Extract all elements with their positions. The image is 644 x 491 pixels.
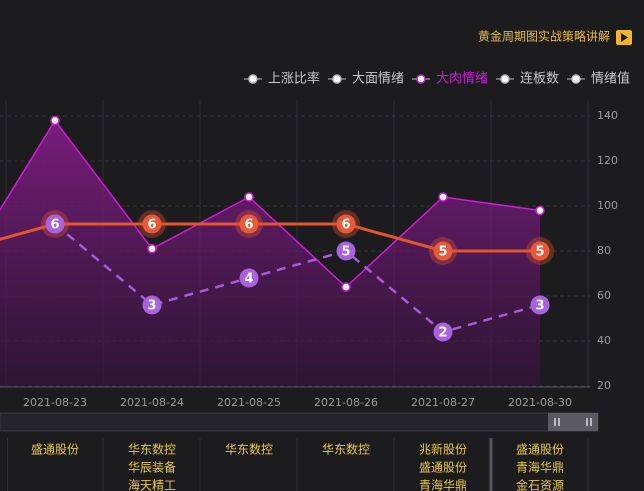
point <box>336 241 356 261</box>
x-tick-label: 2021-08-24 <box>120 396 184 409</box>
data-label: 5 <box>535 245 544 260</box>
data-label: 6 <box>341 218 350 233</box>
area <box>0 120 540 386</box>
play-icon <box>621 33 628 42</box>
data-label: 3 <box>147 299 156 314</box>
point <box>336 214 356 234</box>
legend-label[interactable]: 大肉情绪 <box>436 72 488 87</box>
data-label: 5 <box>341 245 350 260</box>
data-label: 6 <box>50 218 59 233</box>
stock-name: 华东数控 <box>225 442 273 457</box>
point <box>45 214 65 234</box>
legend-icon <box>248 74 258 84</box>
stock-name: 华东数控 <box>128 442 176 457</box>
point <box>438 192 448 202</box>
y-tick-label: 20 <box>597 379 611 392</box>
x-tick-label: 2021-08-26 <box>314 396 378 409</box>
plot: 5666655634523 <box>0 115 554 386</box>
stock-name: 兆新股份 <box>419 442 467 457</box>
point <box>142 295 162 315</box>
stock-name: 华东数控 <box>322 442 370 457</box>
legend-label[interactable]: 情绪值 <box>591 71 630 87</box>
point <box>244 192 254 202</box>
x-tick-label: 2021-08-23 <box>23 396 87 409</box>
y-tick-label: 100 <box>597 199 618 212</box>
y-tick-label: 140 <box>597 109 618 122</box>
stock-name: 盛通股份 <box>516 442 564 457</box>
line <box>54 223 541 334</box>
scroll-handle[interactable] <box>548 413 598 431</box>
point <box>535 205 545 216</box>
legend-label[interactable]: 大面情绪 <box>352 72 404 87</box>
point <box>433 322 453 342</box>
legend-icon <box>500 74 510 84</box>
point <box>530 295 550 315</box>
stock-name: 华辰装备 <box>128 461 176 475</box>
title[interactable]: 黄金周期图实战策略讲解 <box>478 29 610 44</box>
y-tick-label: 120 <box>597 154 618 167</box>
axes: 20 40 60 80 100 120 140 2021-08-23 2021-08-24 202… <box>0 109 618 409</box>
x-tick-label: 2021-08-25 <box>217 396 281 409</box>
data-label: 2 <box>438 326 447 341</box>
scroll-bar[interactable] <box>0 412 599 432</box>
y-tick-label: 60 <box>597 289 611 302</box>
x-tick-label: 2021-08-27 <box>411 396 475 409</box>
data-label: 4 <box>244 272 253 287</box>
point <box>433 241 453 261</box>
y-tick-label: 80 <box>597 244 611 257</box>
stock-name: 青海华鼎 <box>516 460 564 475</box>
point <box>239 268 259 288</box>
stock-name: 青海华鼎 <box>419 478 467 491</box>
legend-icon <box>571 74 581 84</box>
stock-name: 金石资源 <box>516 478 564 491</box>
data-label: 5 <box>438 245 447 260</box>
handle-grip <box>554 418 592 426</box>
point <box>530 241 550 261</box>
legend-label[interactable]: 上涨比率 <box>268 71 320 87</box>
stock-name: 盛通股份 <box>419 460 467 475</box>
point <box>147 244 157 254</box>
legend-icon <box>416 74 426 84</box>
stock-name: 盛通股份 <box>31 442 79 457</box>
point <box>142 214 162 234</box>
data-label: 6 <box>147 218 156 233</box>
x-tick-label: 2021-08-30 <box>508 396 572 409</box>
y-tick-label: 40 <box>597 334 611 347</box>
point <box>341 282 351 292</box>
data-label: 3 <box>535 299 544 314</box>
stock-name: 海天精工 <box>128 478 176 491</box>
data-label: 6 <box>244 218 253 233</box>
point <box>50 115 60 126</box>
legend-label[interactable]: 连板数 <box>520 71 559 87</box>
legend-icon <box>332 74 342 84</box>
point <box>239 214 259 234</box>
